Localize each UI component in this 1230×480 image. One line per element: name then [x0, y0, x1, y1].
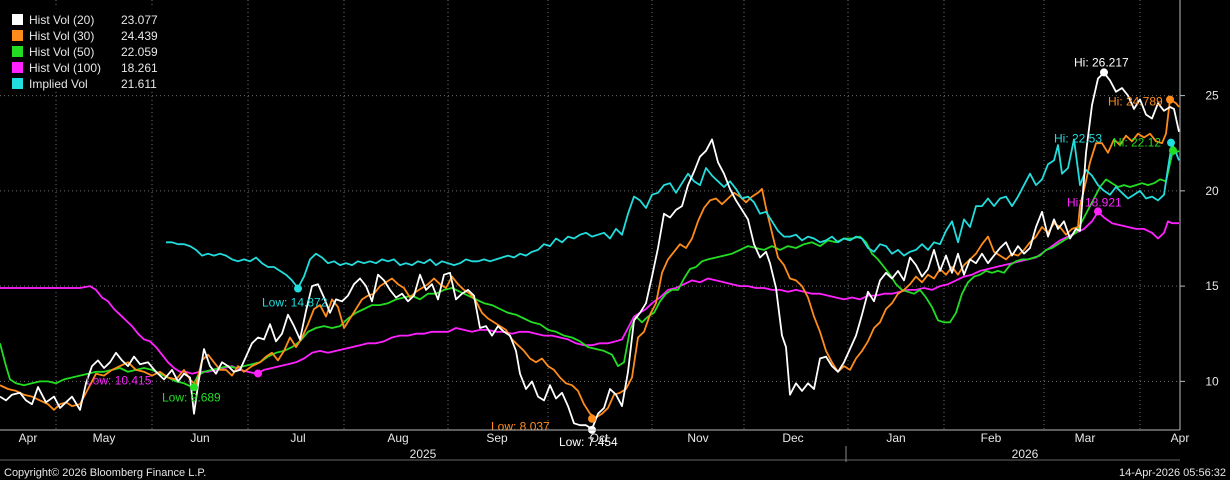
legend-swatch [12, 62, 23, 73]
x-tick-label: Mar [1075, 431, 1096, 445]
annotation-label: Hi: 22.53 [1054, 132, 1102, 146]
annotation-marker [1169, 146, 1177, 155]
annotation-marker [1094, 207, 1102, 216]
x-tick-label: Aug [387, 431, 408, 445]
x-tick-label: Apr [19, 431, 38, 445]
annotation-marker [190, 383, 198, 392]
annotation-label: Low: 9.689 [162, 390, 221, 404]
series-line-hist-vol-50 [0, 150, 1180, 388]
legend-last-value: 24.439 [121, 29, 158, 43]
x-tick-label: May [93, 431, 116, 445]
legend-last-value: 18.261 [121, 61, 158, 75]
annotation-marker [1166, 95, 1174, 104]
legend-series-name: Hist Vol (20) [29, 13, 94, 27]
legend-swatch [12, 46, 23, 57]
timestamp-text: 14-Apr-2026 05:56:32 [1119, 467, 1226, 479]
legend: Hist Vol (20) 23.077 Hist Vol (30) 24.439 Hi… [8, 8, 165, 92]
series-layer [0, 71, 1180, 430]
year-label: 2026 [1012, 447, 1039, 461]
legend-swatch [12, 78, 23, 89]
series-line-hist-vol-20 [0, 71, 1180, 430]
legend-last-value: 21.611 [121, 77, 157, 91]
year-label: 2025 [410, 447, 437, 461]
annotation-label: Hi: 26.217 [1074, 55, 1129, 69]
x-tick-label: Nov [687, 431, 708, 445]
legend-last-value: 23.077 [121, 13, 158, 27]
y-tick-label: 10 [1205, 374, 1219, 388]
legend-series-name: Implied Vol [29, 77, 88, 91]
y-tick-label: 25 [1205, 89, 1219, 103]
annotation-marker [1167, 138, 1175, 147]
marker-layer [190, 68, 1177, 434]
y-tick-label: 20 [1205, 184, 1219, 198]
annotation-label: Hi: 24.789 [1108, 95, 1163, 109]
annotation-marker [254, 369, 262, 378]
y-tick-label: 15 [1205, 279, 1219, 293]
copyright-text: Copyright© 2026 Bloomberg Finance L.P. [4, 467, 206, 479]
x-tick-label: Jul [290, 431, 305, 445]
x-tick-label: Sep [486, 431, 508, 445]
legend-series-name: Hist Vol (30) [29, 29, 94, 43]
annotation-label: Low: 10.415 [86, 373, 152, 387]
legend-swatch [12, 14, 23, 25]
axes: Apr May Jun Jul Aug Sep Oct Nov Dec Jan Feb Mar Apr 1… [0, 0, 1219, 462]
series-line-hist-vol-30 [0, 98, 1180, 419]
x-tick-label: Oct [590, 431, 609, 445]
x-tick-label: Jun [190, 431, 209, 445]
annotation-label: Hi: 18.921 [1067, 195, 1122, 209]
annotation-label: Low: 7.454 [559, 435, 618, 449]
legend-series-name: Hist Vol (100) [29, 61, 101, 75]
legend-box [8, 8, 165, 92]
x-tick-label: Dec [782, 431, 803, 445]
annotation-label: Low: 14.872 [262, 296, 328, 310]
legend-swatch [12, 30, 23, 41]
x-tick-label: Feb [981, 431, 1002, 445]
annotation-marker [294, 284, 302, 293]
series-line-hist-vol-100 [0, 210, 1179, 375]
x-tick-label: Jan [886, 431, 905, 445]
series-line-implied-vol [166, 138, 1180, 289]
x-tick-label: Apr [1171, 431, 1190, 445]
annotation-label: Hi: 22.12 [1113, 135, 1161, 149]
annotation-marker [588, 414, 596, 423]
legend-last-value: 22.059 [121, 45, 158, 59]
annotation-marker [1100, 68, 1108, 77]
legend-series-name: Hist Vol (50) [29, 45, 94, 59]
